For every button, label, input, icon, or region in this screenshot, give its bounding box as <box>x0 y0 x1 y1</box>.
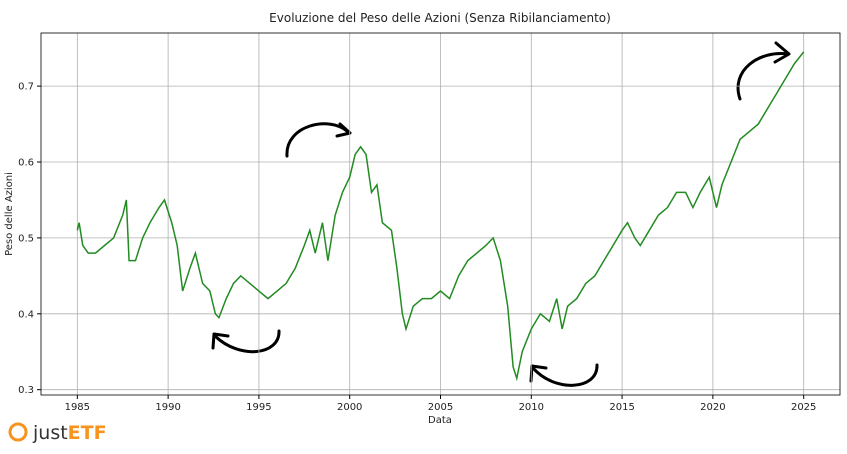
x-tick-label: 1985 <box>65 402 90 413</box>
y-tick-label: 0.5 <box>18 233 34 244</box>
x-tick-label: 1995 <box>246 402 271 413</box>
line <box>76 51 805 382</box>
logo-icon <box>8 422 28 442</box>
arrow <box>736 52 790 101</box>
arrow <box>285 122 350 158</box>
x-tick-label: 2015 <box>609 402 634 413</box>
y-tick-label: 0.6 <box>18 158 34 169</box>
logo-prefix: just <box>32 422 68 444</box>
arrow <box>211 332 230 350</box>
y-tick-label: 0.7 <box>18 82 34 93</box>
chart-title: Evoluzione del Peso delle Azioni (Senza … <box>269 11 611 25</box>
x-tick-label: 2020 <box>700 402 725 413</box>
x-axis-label: Data <box>428 415 452 426</box>
logo: justETF <box>8 422 107 444</box>
logo-suffix: ETF <box>68 422 107 444</box>
arrow <box>213 329 281 354</box>
plot-frame <box>40 32 841 396</box>
y-axis-label: Peso delle Azioni <box>4 172 15 256</box>
arrow <box>531 363 599 387</box>
y-tick-label: 0.3 <box>18 385 34 396</box>
logo-text: justETF <box>32 422 107 444</box>
x-tick-label: 2005 <box>428 402 453 413</box>
y-tick-label: 0.4 <box>18 309 34 320</box>
x-tick-label: 1990 <box>155 402 180 413</box>
plot: 0.3 0.4 0.5 0.6 0.7 1985 1990 1995 2000 2005 2010 2… <box>18 32 841 413</box>
arrow <box>773 41 791 64</box>
x-tick-label: 2010 <box>519 402 544 413</box>
x-tick-label: 2025 <box>791 402 816 413</box>
x-tick-label: 2000 <box>337 402 362 413</box>
arrows <box>211 41 791 387</box>
